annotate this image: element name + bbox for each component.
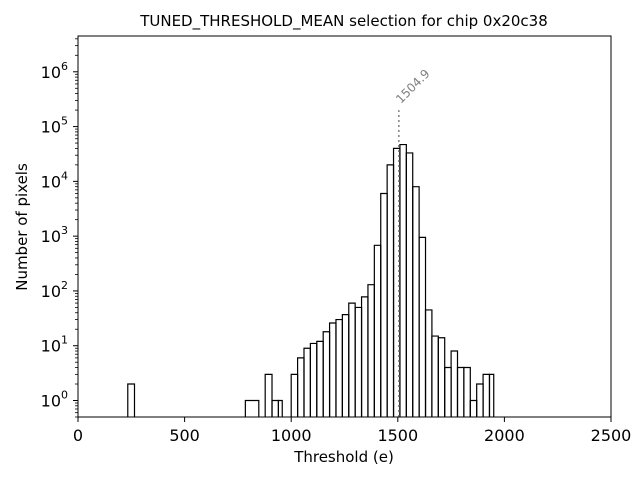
y-tick-label-6: 106: [41, 60, 68, 82]
y-tick-label-3: 103: [41, 224, 68, 246]
x-tick-label-0: 0: [73, 426, 83, 445]
histogram-bin-0: [127, 383, 136, 417]
x-tick-label-1: 500: [169, 426, 200, 445]
x-tick-label-4: 2000: [484, 426, 525, 445]
histogram-bin-36: [488, 373, 495, 417]
x-tick-label-3: 1500: [377, 426, 418, 445]
x-tick-label-2: 1000: [271, 426, 312, 445]
y-tick-label-0: 100: [41, 389, 68, 411]
plot-frame: [77, 35, 612, 418]
y-axis-label: Number of pixels: [13, 163, 31, 291]
y-tick-label-2: 102: [41, 279, 68, 301]
histogram-bin-32: [463, 366, 471, 417]
chart-title: TUNED_THRESHOLD_MEAN selection for chip …: [139, 12, 548, 31]
y-tick-label-1: 101: [41, 334, 68, 356]
histogram-bin-1: [244, 399, 260, 417]
histogram-bin-4: [277, 399, 283, 417]
x-axis-label: Threshold (e): [293, 448, 394, 466]
y-tick-label-5: 105: [41, 115, 68, 137]
histogram-bin-2: [264, 373, 273, 417]
x-tick-label-5: 2500: [591, 426, 632, 445]
y-tick-label-4: 104: [41, 169, 68, 191]
